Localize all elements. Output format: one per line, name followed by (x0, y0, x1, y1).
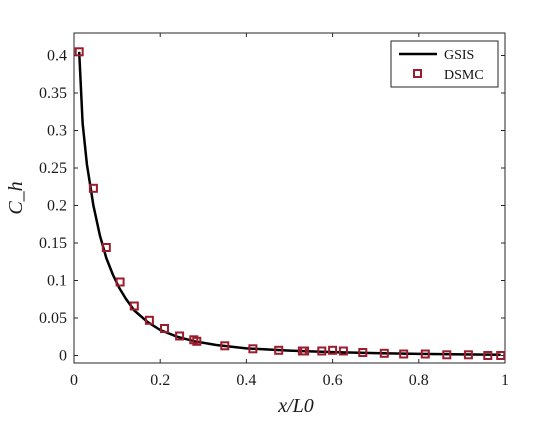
data-point-dsmc (88, 183, 98, 193)
x-tick-label: 0.2 (150, 372, 170, 389)
data-point-dsmc (220, 341, 230, 351)
data-point-dsmc (101, 243, 111, 252)
data-point-dsmc (338, 346, 348, 356)
legend: GSIS DSMC (390, 40, 499, 88)
y-tick-label: 0.4 (47, 48, 67, 65)
y-tick-label: 0.15 (39, 235, 67, 252)
y-tick-label: 0.35 (39, 85, 67, 102)
y-tick-label: 0.25 (39, 160, 67, 177)
y-tick-label: 0.1 (47, 273, 67, 290)
data-point-dsmc (317, 346, 327, 356)
y-tick-label: 0 (59, 348, 67, 365)
data-point-dsmc (496, 351, 506, 360)
data-point-dsmc (248, 344, 258, 354)
data-point-dsmc (442, 350, 452, 360)
y-axis-ticks: 0 0.05 0.1 0.15 0.2 0.25 0.3 0.35 0.4 (39, 48, 505, 365)
x-axis-ticks: 0 0.2 0.4 0.6 0.8 1 (70, 33, 509, 389)
x-tick-label: 0 (70, 372, 78, 389)
data-point-dsmc (274, 345, 284, 355)
legend-dsmc-marker (413, 69, 422, 78)
data-point-dsmc (399, 349, 409, 359)
data-point-dsmc (358, 348, 368, 357)
series-layer (74, 47, 506, 360)
data-point-dsmc (192, 336, 202, 346)
x-tick-label: 1 (501, 372, 509, 389)
legend-dsmc-label: DSMC (444, 68, 484, 83)
data-point-dsmc (379, 348, 389, 358)
data-point-dsmc (420, 349, 430, 359)
data-point-dsmc (463, 350, 473, 360)
data-point-dsmc (300, 346, 310, 356)
plot-frame (73, 32, 506, 364)
x-tick-label: 0.6 (323, 372, 343, 389)
x-axis-label: x/L0 (277, 395, 314, 417)
y-tick-label: 0.05 (39, 310, 67, 327)
y-tick-label: 0.3 (47, 123, 67, 140)
series-line-gsis (77, 51, 501, 357)
legend-box (390, 40, 499, 88)
x-tick-label: 0.8 (409, 372, 429, 389)
data-point-dsmc (115, 277, 125, 287)
data-point-dsmc (483, 351, 493, 360)
data-point-dsmc (74, 47, 84, 57)
data-point-dsmc (129, 301, 139, 311)
x-tick-label: 0.4 (236, 372, 256, 389)
data-point-dsmc (160, 324, 169, 333)
data-point-dsmc (175, 331, 185, 341)
legend-gsis-label: GSIS (444, 48, 474, 63)
y-axis-label: C_h (5, 181, 27, 214)
y-tick-label: 0.2 (47, 198, 67, 215)
data-point-dsmc (144, 315, 154, 325)
data-point-dsmc (328, 345, 338, 355)
